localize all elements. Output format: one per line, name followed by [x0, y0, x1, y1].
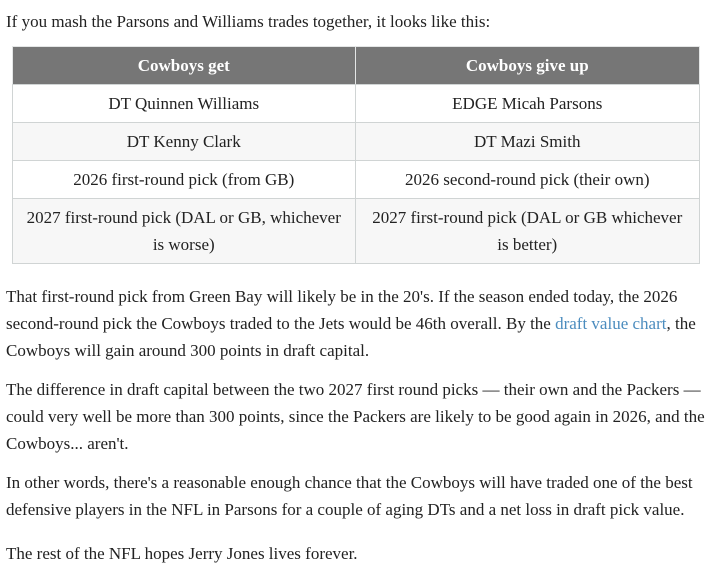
table-cell-giveup-mazi-smith: DT Mazi Smith: [355, 122, 700, 161]
table-cell-giveup-micah-parsons: EDGE Micah Parsons: [355, 84, 700, 123]
table-cell-get-2027-pick: 2027 first-round pick (DAL or GB, whiche…: [11, 198, 356, 264]
table-row: DT Quinnen Williams EDGE Micah Parsons: [11, 84, 700, 123]
paragraph-draft-value-before: That first-round pick from Green Bay wil…: [6, 287, 678, 333]
table-cell-get-2026-pick: 2026 first-round pick (from GB): [11, 160, 356, 199]
paragraph-draft-value-after: , the Cowboys will gain around 300 point…: [6, 314, 696, 360]
table-cell-giveup-2027-pick: 2027 first-round pick (DAL or GB whichev…: [355, 198, 700, 264]
paragraph-draft-value: That first-round pick from Green Bay wil…: [6, 283, 705, 364]
intro-paragraph: If you mash the Parsons and Williams tra…: [6, 12, 491, 31]
paragraph-closing: The rest of the NFL hopes Jerry Jones li…: [6, 544, 358, 563]
table-header-row: Cowboys get Cowboys give up: [11, 46, 700, 85]
table-cell-get-quinnen-williams: DT Quinnen Williams: [11, 84, 356, 123]
table-header-cowboys-give-up: Cowboys give up: [355, 46, 700, 85]
table-row: 2027 first-round pick (DAL or GB, whiche…: [11, 198, 700, 264]
paragraph-other-words: In other words, there's a reasonable eno…: [6, 473, 693, 519]
table-row: 2026 first-round pick (from GB) 2026 sec…: [11, 160, 700, 199]
trade-summary-table: Cowboys get Cowboys give up DT Quinnen W…: [11, 46, 700, 264]
table-header-cowboys-get: Cowboys get: [11, 46, 356, 85]
paragraph-difference: The difference in draft capital between …: [6, 380, 705, 453]
table-cell-get-kenny-clark: DT Kenny Clark: [11, 122, 356, 161]
table-row: DT Kenny Clark DT Mazi Smith: [11, 122, 700, 161]
table-cell-giveup-2026-pick: 2026 second-round pick (their own): [355, 160, 700, 199]
draft-value-chart-link[interactable]: draft value chart: [555, 314, 667, 333]
